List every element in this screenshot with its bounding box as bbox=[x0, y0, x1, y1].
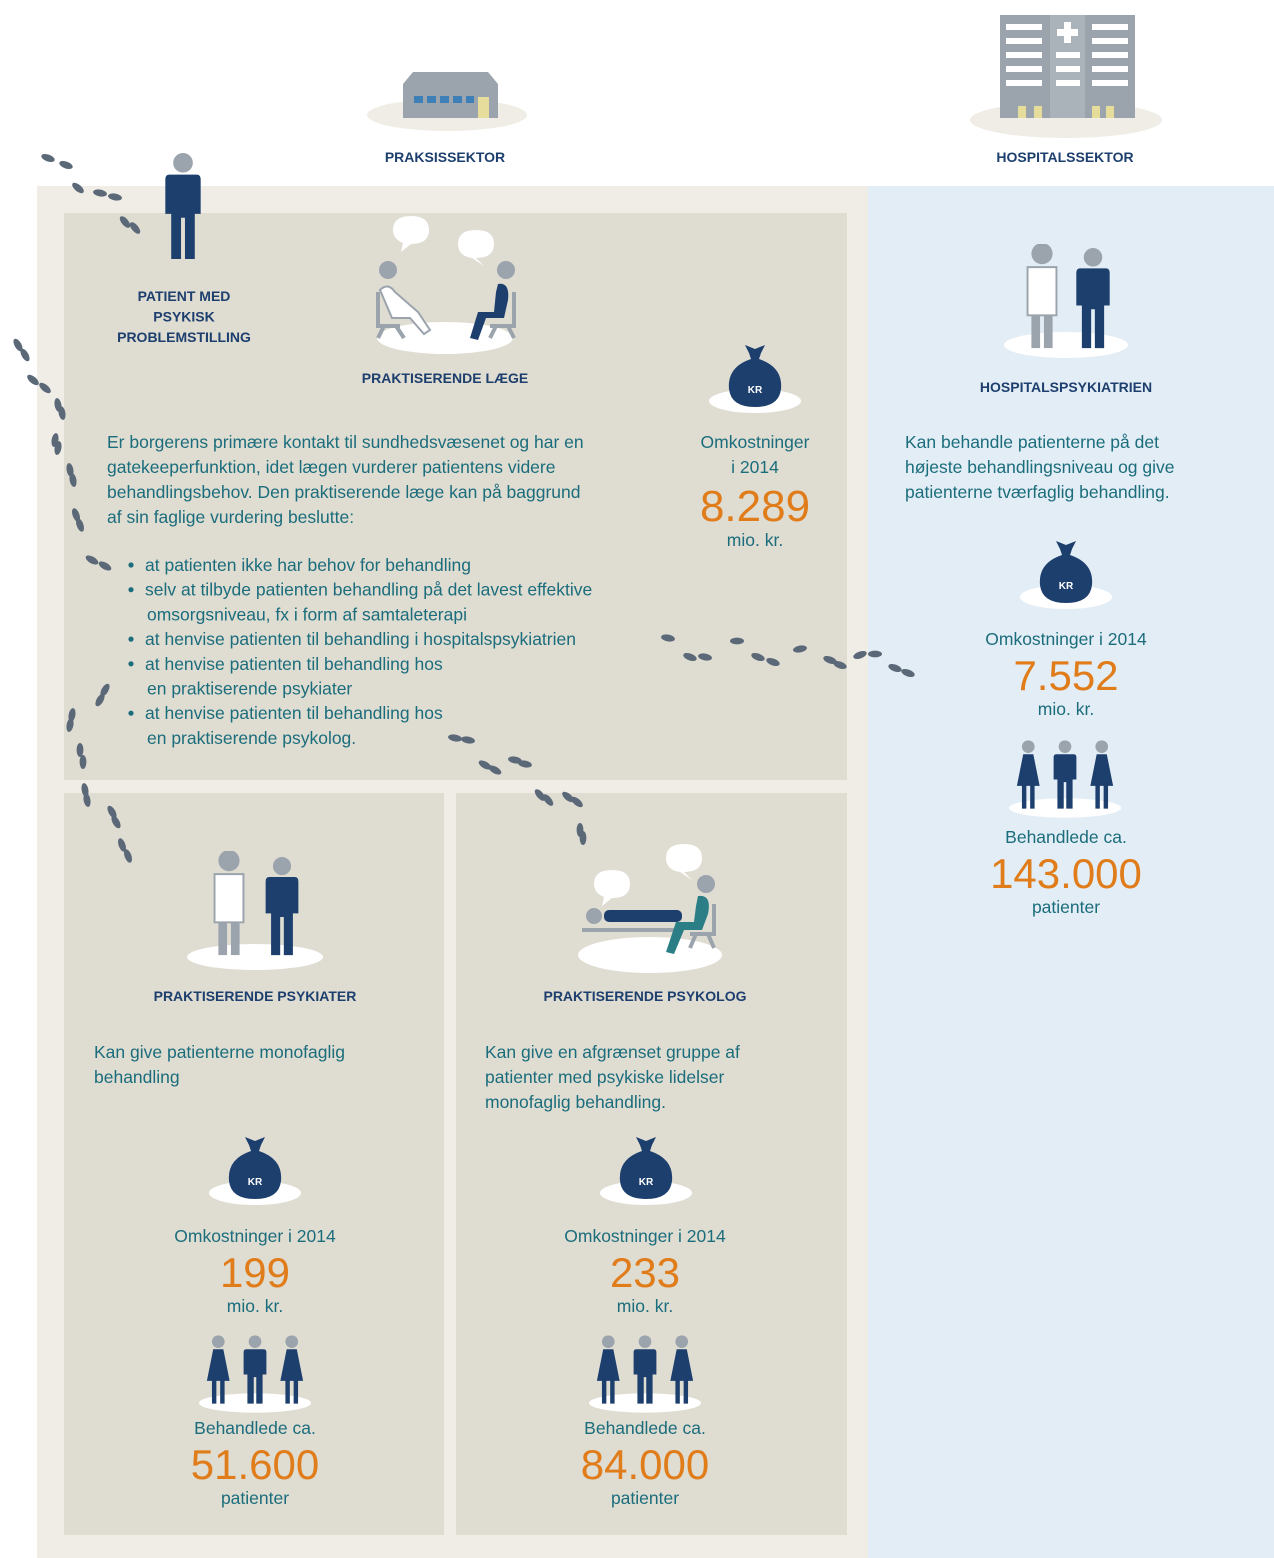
description-line: højeste behandlingsniveau og give bbox=[905, 457, 1175, 477]
cost-label: Omkostninger i 2014 bbox=[174, 1226, 336, 1246]
bag-label: KR bbox=[248, 1177, 263, 1188]
footprint bbox=[868, 651, 882, 658]
bag-label: KR bbox=[1059, 581, 1074, 592]
bullet-line: en praktiserende psykiater bbox=[147, 679, 352, 699]
cost-label: Omkostninger i 2014 bbox=[564, 1226, 726, 1246]
cost-value: 7.552 bbox=[1013, 652, 1118, 699]
bullet bbox=[128, 562, 133, 567]
footprint bbox=[77, 743, 84, 757]
description-line: Kan give en afgrænset gruppe af bbox=[485, 1042, 740, 1062]
description-line: behandling bbox=[94, 1067, 180, 1087]
bullet bbox=[128, 711, 133, 716]
cost-unit: mio. kr. bbox=[227, 1296, 283, 1316]
bullet-line: at henvise patienten til behandling hos bbox=[145, 654, 443, 674]
patients-label: Behandlede ca. bbox=[194, 1418, 316, 1438]
patient-label: PATIENT MED bbox=[138, 288, 231, 304]
patients-label: Behandlede ca. bbox=[1005, 827, 1127, 847]
bullet bbox=[128, 587, 133, 592]
section-title: PRAKTISERENDE LÆGE bbox=[362, 370, 528, 386]
bullet-line: at henvise patienten til behandling hos bbox=[145, 703, 443, 723]
description-line: monofaglig behandling. bbox=[485, 1092, 666, 1112]
cost-label: Omkostninger bbox=[701, 432, 810, 452]
cost-label: i 2014 bbox=[731, 457, 779, 477]
sector-label: PRAKSISSEKTOR bbox=[385, 149, 505, 165]
patients-value: 84.000 bbox=[581, 1441, 709, 1488]
bullet-line: at patienten ikke har behov for behandli… bbox=[145, 555, 471, 575]
bullet-line: selv at tilbyde patienten behandling på … bbox=[145, 580, 592, 600]
bag-label: KR bbox=[748, 385, 763, 396]
bag-label: KR bbox=[639, 1177, 654, 1188]
section-title: HOSPITALSPSYKIATRIEN bbox=[980, 379, 1152, 395]
patient-label: PROBLEMSTILLING bbox=[117, 329, 251, 345]
cost-unit: mio. kr. bbox=[1038, 699, 1094, 719]
hospital-icon bbox=[970, 15, 1162, 138]
patients-unit: patienter bbox=[221, 1488, 289, 1508]
footprint bbox=[580, 831, 587, 845]
description-line: Kan give patienterne monofaglig bbox=[94, 1042, 345, 1062]
bullet bbox=[128, 661, 133, 666]
patients-unit: patienter bbox=[1032, 897, 1100, 917]
description-line: patienterne tværfaglig behandling. bbox=[905, 482, 1170, 502]
bullet-line: omsorgsniveau, fx i form af samtaleterap… bbox=[147, 604, 467, 624]
footprint bbox=[730, 638, 744, 645]
footprint bbox=[80, 755, 87, 769]
patients-unit: patienter bbox=[611, 1488, 679, 1508]
description-line: gatekeeperfunktion, idet lægen vurderer … bbox=[107, 457, 555, 477]
infographic: PRAKSISSEKTOR HOSPITALSSEKTOR PATIENT MED P… bbox=[0, 0, 1274, 1558]
cost-unit: mio. kr. bbox=[727, 530, 783, 550]
footprint bbox=[40, 152, 55, 163]
section-title: PRAKTISERENDE PSYKOLOG bbox=[543, 988, 746, 1004]
description-line: patienter med psykiske lidelser bbox=[485, 1067, 724, 1087]
cost-label: Omkostninger i 2014 bbox=[985, 629, 1147, 649]
patients-value: 143.000 bbox=[990, 850, 1142, 897]
description-line: af sin faglige vurdering beslutte: bbox=[107, 507, 354, 527]
patient-label: PSYKISK bbox=[153, 309, 214, 325]
footprint bbox=[58, 159, 73, 170]
cost-value: 199 bbox=[220, 1249, 290, 1296]
cost-value: 233 bbox=[610, 1249, 680, 1296]
sector-label: HOSPITALSSEKTOR bbox=[996, 149, 1133, 165]
cost-value: 8.289 bbox=[700, 482, 810, 531]
description-line: Er borgerens primære kontakt til sundhed… bbox=[107, 432, 584, 452]
description-line: behandlingsbehov. Den praktiserende læge… bbox=[107, 482, 581, 502]
bullet bbox=[128, 637, 133, 642]
section-title: PRAKTISERENDE PSYKIATER bbox=[154, 988, 357, 1004]
bullet-line: at henvise patienten til behandling i ho… bbox=[145, 629, 576, 649]
patients-value: 51.600 bbox=[191, 1441, 319, 1488]
patients-label: Behandlede ca. bbox=[584, 1418, 706, 1438]
cost-unit: mio. kr. bbox=[617, 1296, 673, 1316]
description-line: Kan behandle patienterne på det bbox=[905, 432, 1159, 452]
practice-icon bbox=[367, 72, 527, 131]
bullet-line: en praktiserende psykolog. bbox=[147, 728, 356, 748]
